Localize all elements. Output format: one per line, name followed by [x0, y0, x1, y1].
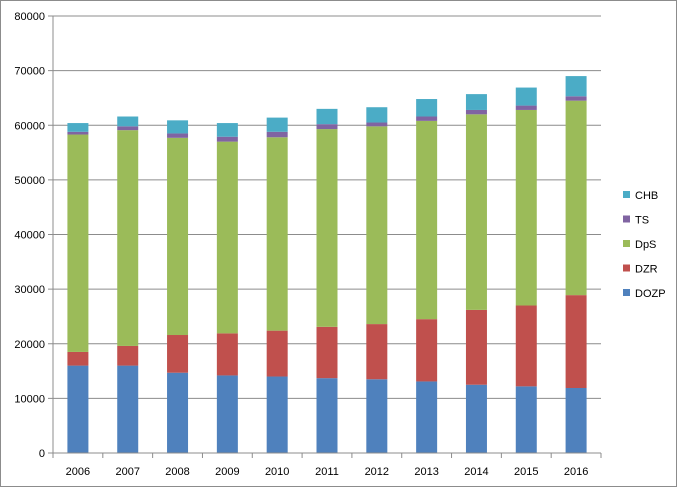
bar-DpS-2007 [117, 130, 139, 346]
y-tick-label: 30000 [14, 284, 45, 296]
bar-DZR-2011 [316, 326, 338, 379]
bar-TS-2006 [67, 131, 89, 135]
bar-DZR-2014 [465, 309, 487, 385]
legend: CHB TS DpS DZR DOZP [623, 190, 666, 300]
y-tick-label: 80000 [14, 11, 45, 23]
legend-label-DZR: DZR [635, 264, 658, 276]
bar-DOZP-2015 [515, 386, 537, 453]
y-tick-label: 0 [39, 448, 45, 460]
legend-label-DpS: DpS [635, 239, 656, 251]
bar-CHB-2010 [266, 117, 288, 132]
bar-DOZP-2009 [216, 375, 238, 453]
bar-DpS-2011 [316, 129, 338, 327]
bar-DpS-2010 [266, 137, 288, 331]
legend-swatch-DpS [623, 240, 630, 247]
bar-TS-2007 [117, 126, 139, 131]
bar-DZR-2009 [216, 333, 238, 376]
legend-swatch-TS [623, 215, 630, 223]
x-tick-label: 2015 [514, 466, 538, 478]
x-tick-label: 2016 [564, 466, 588, 478]
bar-CHB-2009 [216, 123, 238, 137]
legend-label-CHB: CHB [635, 190, 658, 202]
bar-DpS-2016 [565, 100, 587, 296]
bar-DOZP-2008 [167, 372, 189, 453]
bar-DOZP-2006 [67, 365, 89, 453]
bar-DOZP-2013 [416, 381, 438, 453]
bar-DpS-2009 [216, 141, 238, 334]
x-tick-label: 2008 [165, 466, 189, 478]
bar-DpS-2012 [366, 126, 388, 325]
bar-CHB-2015 [515, 87, 537, 106]
bar-CHB-2008 [167, 120, 189, 134]
y-tick-label: 70000 [14, 66, 45, 78]
bar-DOZP-2014 [465, 384, 487, 453]
bar-TS-2015 [515, 105, 537, 110]
bar-CHB-2011 [316, 108, 338, 125]
x-tick-label: 2010 [265, 466, 289, 478]
y-tick-label: 60000 [14, 120, 45, 132]
bar-DOZP-2010 [266, 376, 288, 453]
y-tick-label: 40000 [14, 230, 45, 242]
bar-TS-2009 [216, 136, 238, 142]
bar-DOZP-2007 [117, 365, 139, 453]
bar-TS-2010 [266, 131, 288, 138]
bar-DOZP-2012 [366, 379, 388, 453]
bar-TS-2016 [565, 96, 587, 101]
x-tick-label: 2007 [115, 466, 139, 478]
bar-DpS-2013 [416, 120, 438, 320]
bar-CHB-2007 [117, 116, 139, 127]
bar-TS-2013 [416, 116, 438, 121]
y-tick-label: 10000 [14, 393, 45, 405]
bar-CHB-2012 [366, 107, 388, 123]
bar-DZR-2008 [167, 335, 189, 373]
legend-swatch-CHB [623, 191, 630, 198]
x-tick-label: 2006 [66, 466, 90, 478]
bar-DpS-2006 [67, 134, 89, 352]
bar-DOZP-2016 [565, 387, 587, 453]
x-tick-label: 2014 [464, 466, 488, 478]
bar-DOZP-2011 [316, 378, 338, 453]
bar-DZR-2006 [67, 351, 89, 366]
bar-CHB-2013 [416, 99, 438, 117]
bar-DZR-2007 [117, 345, 139, 366]
axes [48, 15, 602, 458]
bar-DpS-2015 [515, 109, 537, 306]
bar-TS-2011 [316, 124, 338, 130]
legend-swatch-DZR [623, 264, 630, 272]
bar-DpS-2014 [465, 114, 487, 310]
x-tick-label: 2011 [315, 466, 339, 478]
bar-CHB-2016 [565, 76, 587, 97]
x-tick-label: 2009 [215, 466, 239, 478]
bar-TS-2012 [366, 122, 388, 127]
legend-swatch-DOZP [623, 289, 630, 296]
bar-DZR-2016 [565, 295, 587, 388]
x-tick-labels: 2006 2007 2008 2009 2010 2011 2012 2013 2014 2015… [66, 466, 589, 478]
bar-DZR-2010 [266, 330, 288, 377]
y-tick-labels: 0 10000 20000 30000 40000 50000 60000 70000 8000… [14, 11, 45, 460]
bar-TS-2008 [167, 133, 189, 138]
y-tick-label: 50000 [14, 175, 45, 187]
x-tick-label: 2013 [414, 466, 438, 478]
legend-label-TS: TS [635, 215, 649, 227]
y-tick-label: 20000 [14, 339, 45, 351]
bars [67, 76, 587, 453]
bar-DZR-2013 [416, 319, 438, 382]
x-tick-label: 2012 [365, 466, 389, 478]
bar-DZR-2012 [366, 324, 388, 380]
legend-label-DOZP: DOZP [635, 288, 666, 300]
bar-CHB-2006 [67, 123, 89, 132]
bar-DZR-2015 [515, 305, 537, 387]
bar-CHB-2014 [465, 94, 487, 110]
bar-TS-2014 [465, 109, 487, 115]
bar-DpS-2008 [167, 137, 189, 336]
